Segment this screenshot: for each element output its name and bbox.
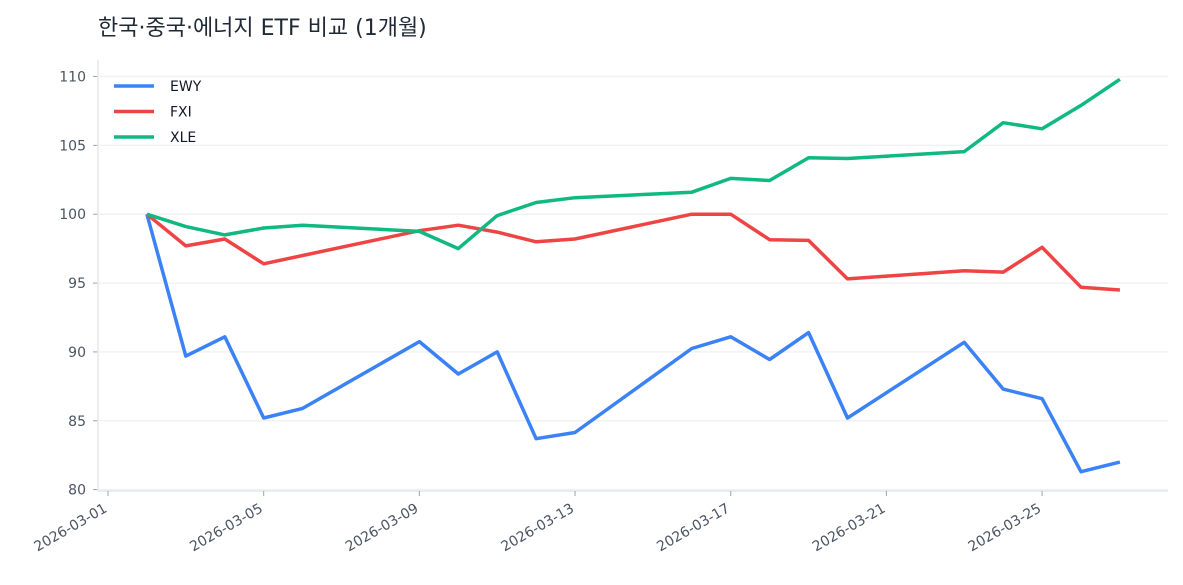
x-tick-label: 2026-03-01 (32, 501, 110, 556)
y-tick-label: 110 (59, 70, 86, 86)
y-tick-label: 105 (59, 138, 86, 154)
series-line-fxi (145, 212, 1121, 292)
x-tick-label: 2026-03-13 (499, 501, 577, 556)
legend-label-ewy: EWY (170, 79, 202, 95)
x-tick-label: 2026-03-25 (966, 501, 1044, 556)
y-tick-label: 90 (68, 345, 86, 361)
y-tick-label: 80 (68, 483, 86, 499)
y-tick-label: 100 (59, 207, 86, 223)
y-tick-label: 85 (68, 414, 86, 430)
y-tick-label: 95 (68, 276, 86, 292)
chart-title: 한국·중국·에너지 ETF 비교 (1개월) (98, 16, 427, 41)
x-tick-label: 2026-03-05 (187, 501, 265, 556)
series-line-ewy (145, 213, 1121, 474)
legend-label-xle: XLE (170, 130, 196, 146)
series-line-xle (146, 77, 1121, 251)
x-tick-label: 2026-03-21 (810, 501, 888, 556)
legend-label-fxi: FXI (170, 105, 192, 121)
x-tick-label: 2026-03-09 (343, 501, 421, 556)
x-tick-label: 2026-03-17 (654, 501, 732, 556)
